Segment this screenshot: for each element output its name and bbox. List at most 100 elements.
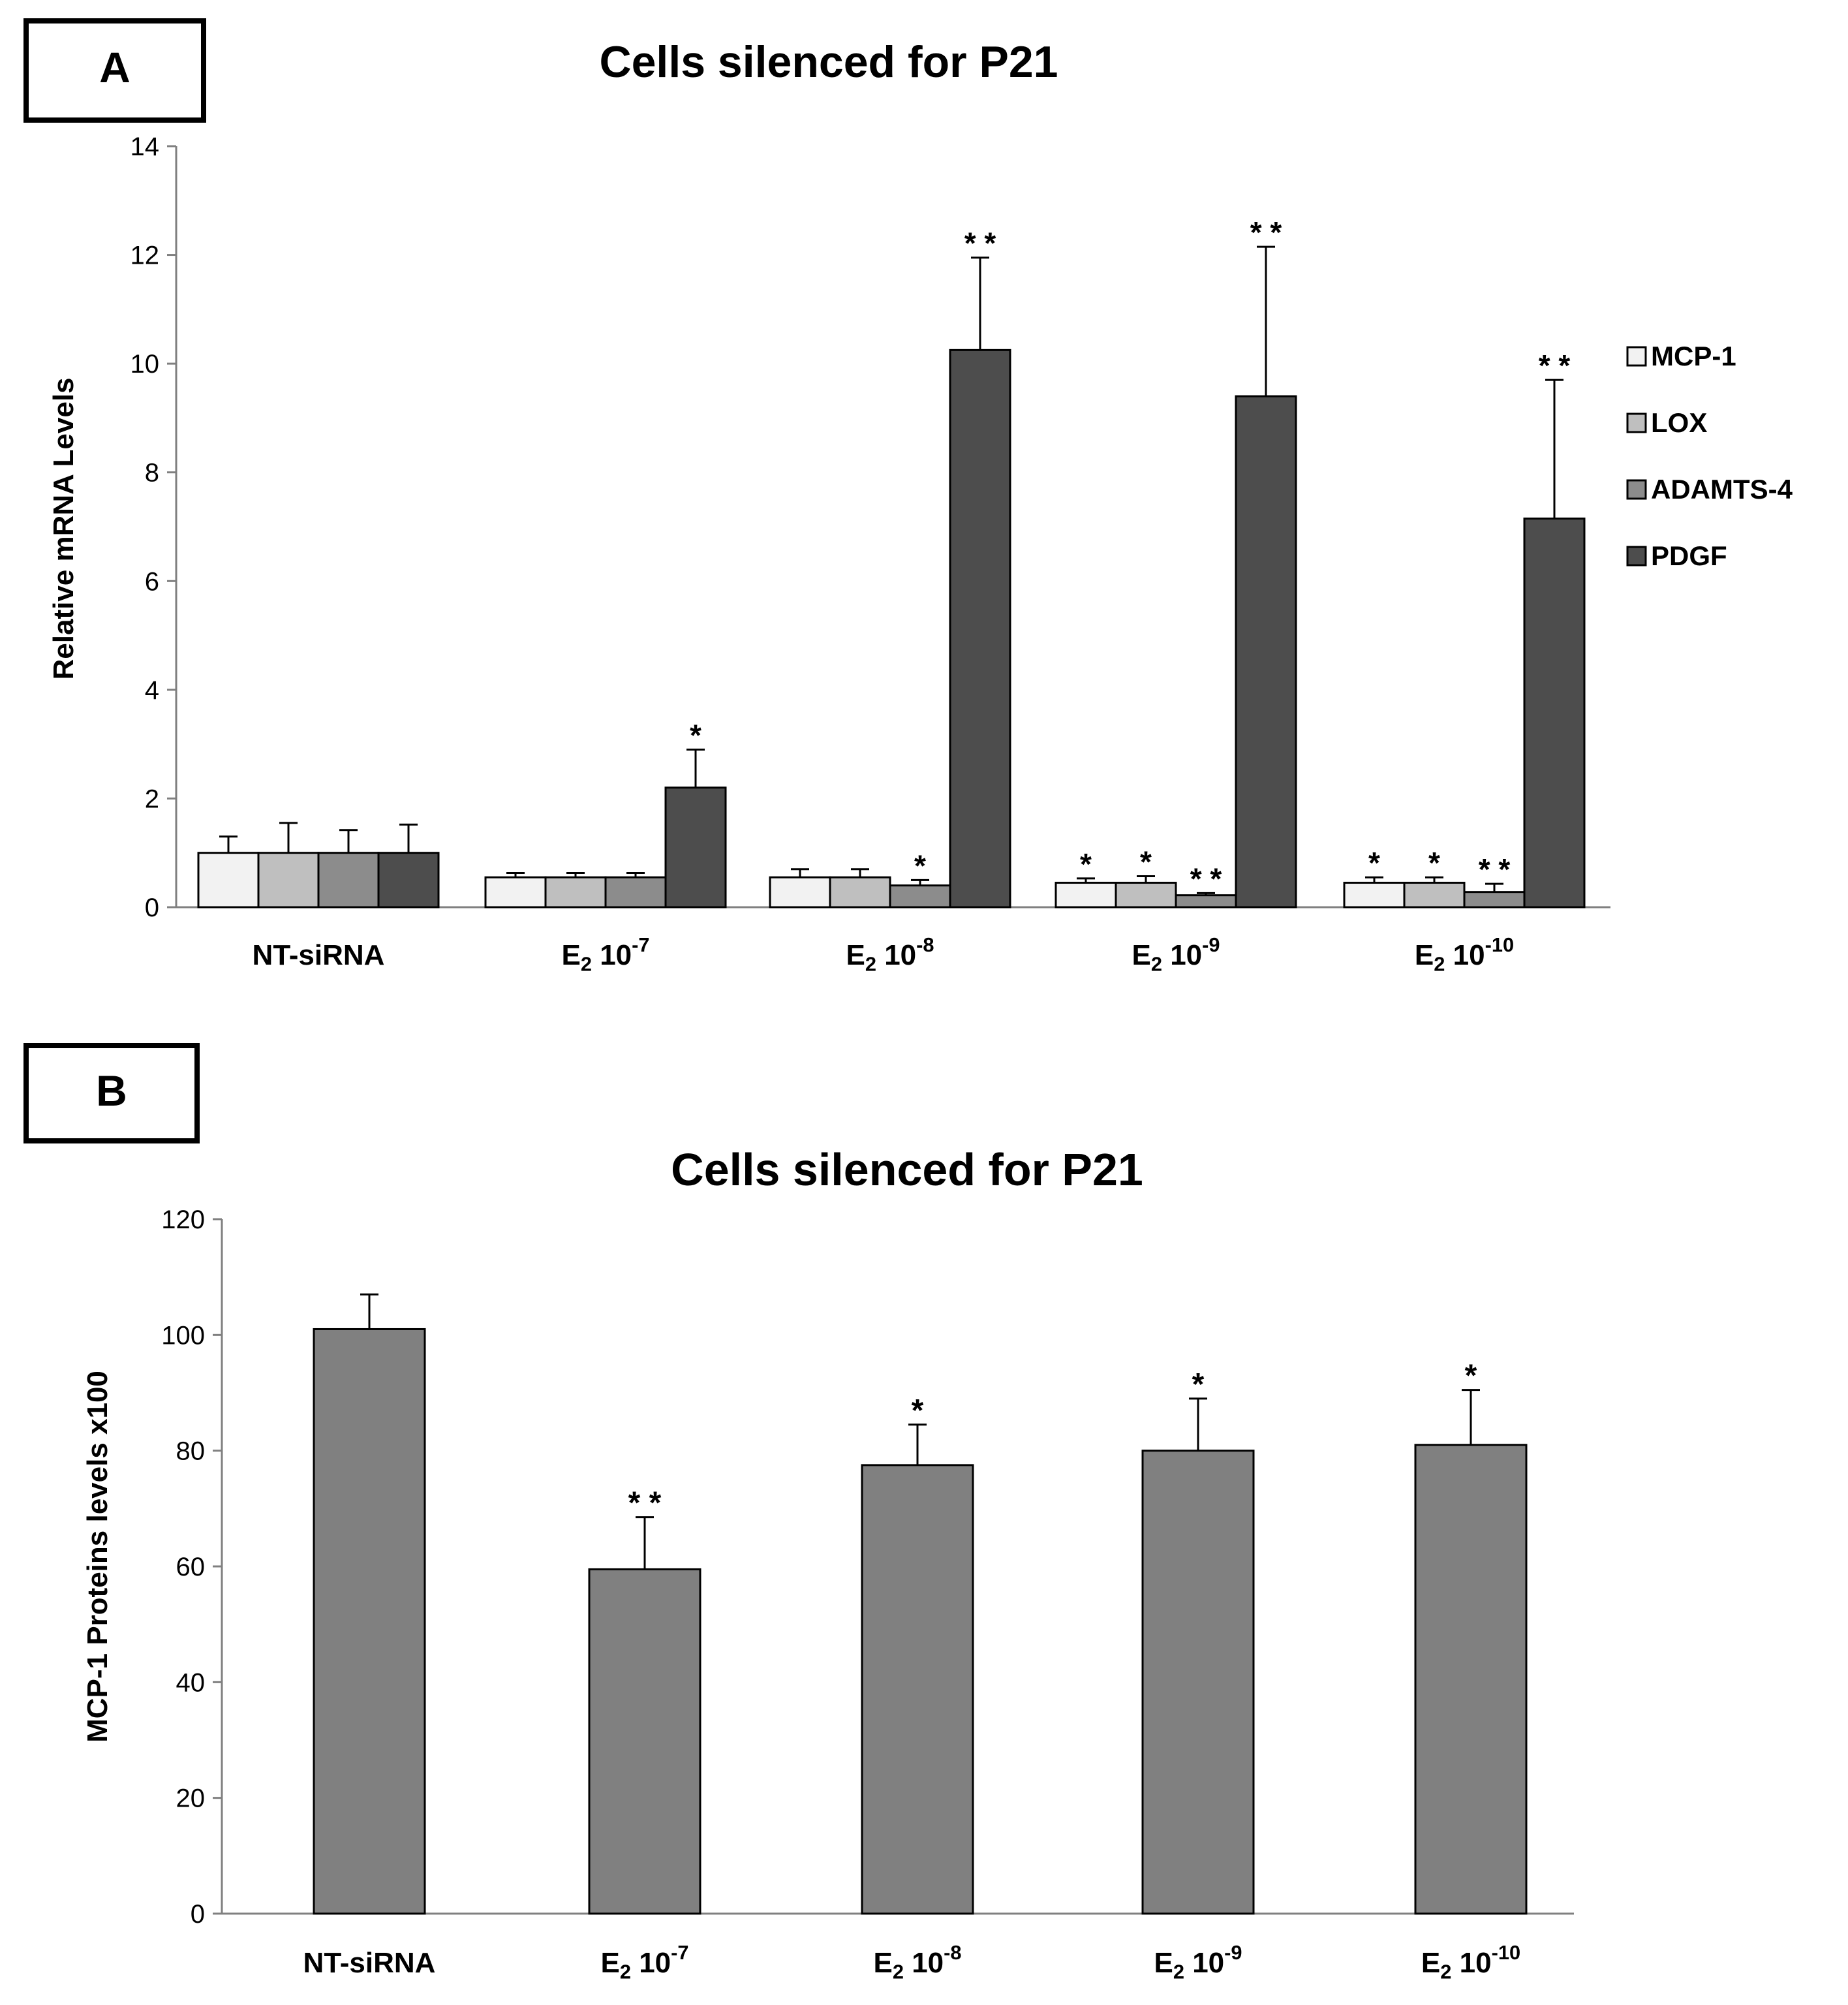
significance-mark: * xyxy=(1465,1359,1477,1393)
x-tick-label-superscript: -7 xyxy=(671,1941,688,1964)
bar xyxy=(257,852,320,909)
legend-swatch xyxy=(1626,546,1647,567)
significance-mark: * * xyxy=(1479,852,1511,886)
panel-b-y-ticks: 0 20 40 60 80 100 120 xyxy=(161,1205,222,1929)
panel-a-title: Cells silenced for P21 xyxy=(600,37,1058,87)
y-tick-label: 0 xyxy=(191,1900,205,1929)
y-tick-label: 6 xyxy=(145,567,159,596)
panel-b-title: Cells silenced for P21 xyxy=(671,1144,1143,1195)
legend-label: PDGF xyxy=(1651,540,1727,571)
significance-mark: * xyxy=(1368,846,1380,880)
y-tick-label: 12 xyxy=(131,241,160,270)
y-tick-label: 60 xyxy=(176,1553,206,1581)
y-tick-label: 120 xyxy=(161,1205,205,1234)
bar xyxy=(377,852,440,909)
bar xyxy=(1141,1450,1255,1915)
bar xyxy=(588,1568,701,1915)
x-tick-label-value: 10 xyxy=(1445,939,1485,971)
x-tick-label: E2 10-10 xyxy=(1415,933,1514,975)
panel-a-label-box xyxy=(23,18,206,123)
bar xyxy=(664,786,727,909)
x-tick-label-base: E xyxy=(561,939,580,971)
y-tick-label: 80 xyxy=(176,1437,206,1466)
legend-swatch xyxy=(1626,412,1647,433)
x-tick-label: E2 10-7 xyxy=(600,1941,688,1983)
panel-b-bars: * * * * * xyxy=(313,1293,1528,1915)
x-tick-label-subscript: 2 xyxy=(1434,953,1445,976)
x-tick-label: E2 10-8 xyxy=(873,1941,961,1983)
x-tick-label-subscript: 2 xyxy=(1173,1961,1184,1983)
bar xyxy=(317,852,380,909)
significance-mark: * xyxy=(914,848,926,882)
panel-a-label: A xyxy=(99,43,131,91)
panel-a-y-axis-label: Relative mRNA Levels xyxy=(48,377,80,679)
bar xyxy=(1115,882,1177,909)
bar xyxy=(1414,1444,1528,1915)
bar xyxy=(889,884,951,909)
x-tick-label-base: E xyxy=(1415,939,1434,971)
x-tick-label-value: 10 xyxy=(904,1947,944,1979)
x-tick-label-subscript: 2 xyxy=(1440,1961,1451,1983)
x-tick-label: E2 10-9 xyxy=(1154,1941,1242,1983)
bar xyxy=(1055,882,1117,909)
x-tick-label: E2 10-7 xyxy=(561,933,649,975)
bar xyxy=(1343,882,1406,909)
legend-swatch xyxy=(1626,479,1647,500)
bar xyxy=(604,876,667,909)
bar xyxy=(1463,891,1526,909)
x-tick-label-superscript: -9 xyxy=(1224,1941,1242,1964)
bar xyxy=(544,876,607,909)
panel-b-x-tick-labels: NT-siRNA E2 10-7 E2 10-8 E2 10-9 E2 10-10 xyxy=(303,1941,1521,1983)
panel-b: B Cells silenced for P21 MCP-1 Proteins … xyxy=(23,1043,1574,1983)
x-tick-label-base: E xyxy=(1154,1947,1173,1979)
x-tick-label-value: 10 xyxy=(1184,1947,1224,1979)
significance-mark: * * xyxy=(1250,215,1282,249)
legend-label: LOX xyxy=(1651,407,1707,438)
panel-a-y-ticks: 0 2 4 6 8 10 12 14 xyxy=(131,132,176,922)
significance-mark: * * xyxy=(628,1486,662,1521)
x-tick-label-superscript: -8 xyxy=(944,1941,961,1964)
x-tick-label-superscript: -7 xyxy=(632,933,649,956)
y-tick-label: 0 xyxy=(145,894,159,922)
panel-b-label: B xyxy=(96,1066,127,1115)
significance-mark: * xyxy=(912,1393,924,1428)
panel-b-label-box xyxy=(23,1043,200,1143)
x-tick-label: E2 10-9 xyxy=(1132,933,1220,975)
x-tick-label: NT-siRNA xyxy=(303,1947,436,1979)
x-tick-label-superscript: -10 xyxy=(1492,1941,1521,1964)
x-tick-label: NT-siRNA xyxy=(253,939,385,971)
x-tick-label-base: E xyxy=(873,1947,892,1979)
x-tick-label-value: 10 xyxy=(1451,1947,1491,1979)
bar xyxy=(313,1328,426,1915)
legend-label: ADAMTS-4 xyxy=(1651,474,1793,505)
legend-swatch xyxy=(1626,346,1647,367)
bar xyxy=(769,876,831,909)
panel-a: A Cells silenced for P21 Relative mRNA L… xyxy=(23,18,1793,976)
bar xyxy=(197,852,260,909)
x-tick-label-subscript: 2 xyxy=(620,1961,631,1983)
x-tick-label-subscript: 2 xyxy=(893,1961,904,1983)
y-tick-label: 14 xyxy=(131,132,160,161)
x-tick-label-base: E xyxy=(846,939,865,971)
bar xyxy=(949,349,1011,909)
y-tick-label: 8 xyxy=(145,459,159,488)
y-tick-label: 4 xyxy=(145,676,159,705)
panel-a-x-tick-labels: NT-siRNA E2 10-7 E2 10-8 E2 10-9 E2 10-10 xyxy=(253,933,1515,975)
y-tick-label: 2 xyxy=(145,785,159,813)
y-tick-label: 100 xyxy=(161,1321,205,1350)
significance-mark: * xyxy=(1140,845,1152,879)
x-tick-label-value: 10 xyxy=(876,939,916,971)
x-tick-label-value: 10 xyxy=(631,1947,671,1979)
bar xyxy=(1523,518,1586,909)
x-tick-label-subscript: 2 xyxy=(865,953,876,976)
x-tick-label: E2 10-10 xyxy=(1421,1941,1520,1983)
significance-mark: * xyxy=(1080,847,1092,881)
bar xyxy=(1235,395,1297,909)
legend-label: MCP-1 xyxy=(1651,341,1736,371)
x-tick-label-subscript: 2 xyxy=(581,953,592,976)
x-tick-label-value: 10 xyxy=(592,939,632,971)
bar xyxy=(829,876,891,909)
panel-a-bars: * * * * * * * * * * * * * * * * xyxy=(197,215,1586,909)
bar xyxy=(1403,882,1466,909)
